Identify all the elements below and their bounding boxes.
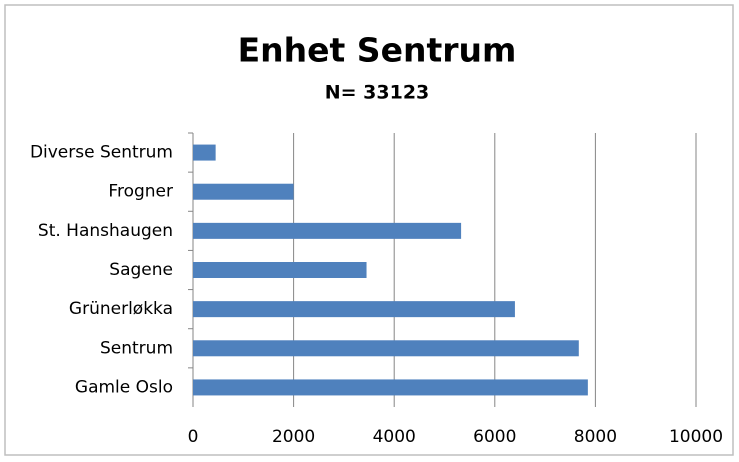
y-tick-label: Grünerløkka bbox=[69, 299, 173, 319]
x-tick-label: 0 bbox=[188, 427, 199, 447]
y-tick-label: St. Hanshaugen bbox=[38, 221, 173, 241]
y-tick-label: Frogner bbox=[108, 182, 173, 202]
y-tick-label: Sagene bbox=[109, 260, 173, 280]
x-tick-label: 8000 bbox=[574, 427, 617, 447]
bar bbox=[193, 144, 216, 161]
x-tick-label: 10000 bbox=[669, 427, 723, 447]
bar bbox=[193, 183, 294, 200]
bar bbox=[193, 262, 367, 278]
chart-title: Enhet Sentrum bbox=[238, 31, 517, 70]
bar bbox=[193, 379, 588, 396]
x-tick-label: 6000 bbox=[473, 427, 516, 447]
chart-subtitle: N= 33123 bbox=[325, 82, 430, 104]
y-tick-label: Gamle Oslo bbox=[75, 377, 173, 397]
bar bbox=[193, 340, 579, 357]
bar bbox=[193, 301, 515, 318]
x-tick-label: 2000 bbox=[272, 427, 315, 447]
x-tick-label: 4000 bbox=[373, 427, 416, 447]
bar bbox=[193, 222, 462, 239]
y-tick-label: Diverse Sentrum bbox=[30, 143, 173, 163]
y-tick-label: Sentrum bbox=[100, 338, 173, 358]
